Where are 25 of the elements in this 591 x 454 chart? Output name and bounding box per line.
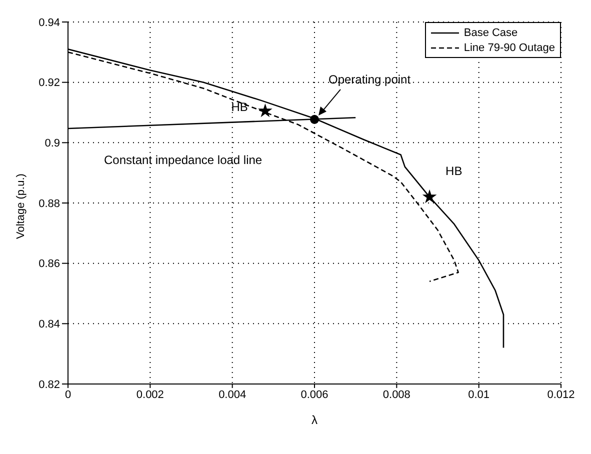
annotation: HB [446, 164, 462, 178]
y-tick-label: 0.82 [38, 378, 60, 391]
y-tick-label: 0.94 [38, 16, 60, 29]
y-axis-title: Voltage (p.u.) [14, 174, 27, 239]
y-tick-label: 0.92 [38, 77, 60, 90]
x-tick-label: 0.002 [136, 388, 164, 401]
point [422, 189, 437, 204]
annotation: Operating point [328, 72, 412, 86]
annotation: HB [231, 100, 248, 114]
x-tick-label: 0.004 [218, 388, 246, 401]
y-tick-label: 0.88 [38, 198, 60, 210]
y-tick-label: 0.84 [38, 318, 60, 331]
x-axis-title: λ [312, 413, 318, 427]
y-tick-label: 0.86 [38, 258, 60, 270]
x-tick-label: 0.008 [382, 388, 410, 401]
x-tick-label: 0.006 [300, 388, 328, 401]
annotation: Constant impedance load line [104, 153, 262, 167]
x-tick-label: 0.012 [547, 388, 575, 401]
point [258, 103, 272, 118]
y-tick-label: 0.9 [44, 138, 60, 150]
point [310, 114, 320, 124]
legend-label: Line 79-90 Outage [464, 42, 555, 54]
x-tick-label: 0.01 [468, 388, 490, 401]
x-tick-label: 0 [64, 388, 72, 401]
legend-label: Base Case [464, 26, 518, 38]
